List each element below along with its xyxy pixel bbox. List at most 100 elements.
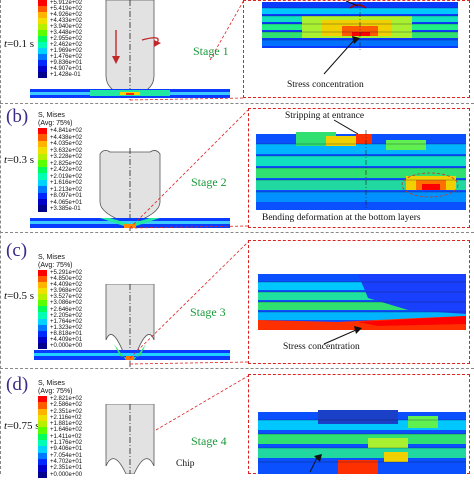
- legend-value: +2.462e+02: [50, 42, 83, 48]
- annotation-label: Stripping at entrance: [285, 111, 365, 121]
- legend-value: +3.940e+02: [50, 24, 83, 30]
- legend-color-swatch: [38, 421, 47, 428]
- legend-color-swatch: [38, 414, 47, 422]
- legend-color-swatch: [38, 186, 47, 193]
- zoom-box: [243, 0, 470, 98]
- legend-color-swatch: [38, 402, 47, 409]
- arrow: [345, 0, 359, 7]
- legend-color-swatch: [38, 147, 47, 154]
- legend-values: +5.912e+02 +5.419e+02 +4.926e+02 +4.433e+02…: [50, 0, 82, 78]
- zoom-connector-lines: [129, 0, 245, 101]
- time-prefix: t: [4, 420, 8, 432]
- legend-value: +2.019e+02: [50, 173, 83, 180]
- legend-color-swatch: [38, 288, 47, 295]
- legend-value: +4.065e+01: [50, 199, 83, 206]
- legend-color-swatch: [38, 342, 47, 349]
- annotation-label: Bending deformation at the bottom layers: [262, 213, 421, 223]
- legend-value: +4.926e+02: [50, 12, 83, 18]
- legend-color-swatch: [38, 427, 47, 434]
- annotation-arrow: [333, 119, 359, 135]
- panel-letter: (c): [6, 240, 28, 261]
- legend-value: +4.907e+01: [50, 66, 83, 72]
- legend-value: +9.406e+01: [50, 446, 83, 453]
- legend-value: +1.616e+02: [50, 180, 83, 186]
- legend-title-line-2: (Avg: 75%): [38, 262, 73, 269]
- legend-color-swatch: [38, 128, 47, 135]
- legend-color-swatch: [38, 166, 47, 174]
- legend-value: +4.035e+02: [50, 141, 83, 147]
- legend-value: +9.836e+01: [50, 60, 83, 66]
- time-label: t=0.1 s: [4, 38, 34, 50]
- legend-value: +4.409e+02: [50, 282, 83, 289]
- annotation-label: Stress concentration: [283, 342, 360, 352]
- annotation-arrow: [323, 36, 360, 75]
- legend-value: +2.351e+02: [50, 408, 83, 415]
- annotation-label: Chip: [176, 459, 195, 469]
- legend-value: +1.764e+02: [50, 318, 83, 325]
- legend-color-swatch: [38, 336, 47, 343]
- time-value: =0.3 s: [7, 154, 35, 166]
- legend-value: +8.818e+01: [50, 330, 83, 337]
- panel-separator: [0, 232, 474, 233]
- tool-simulation: [30, 0, 230, 100]
- legend-color-swatch: [38, 36, 47, 42]
- legend-color-swatch: [38, 446, 47, 453]
- legend-value: +2.646e+02: [50, 306, 83, 313]
- legend-color-swatch: [38, 66, 47, 72]
- legend-value: +2.422e+02: [50, 167, 83, 173]
- legend-color-swatch: [38, 24, 47, 30]
- legend-value: +3.632e+02: [50, 147, 83, 154]
- legend-color-bar: [38, 270, 47, 349]
- legend-value: +4.702e+01: [50, 458, 83, 465]
- legend-title-line-2: (Avg: 75%): [38, 120, 73, 127]
- legend-color-swatch: [38, 0, 47, 6]
- legend-color-swatch: [38, 48, 47, 54]
- legend-color-swatch: [38, 30, 47, 36]
- legend-value: +4.841e+02: [50, 128, 83, 134]
- stage-label: Stage 3: [190, 305, 226, 319]
- legend-value: +3.448e+02: [50, 30, 83, 36]
- stage-label: Stage 4: [191, 434, 227, 448]
- legend-value: +4.438e+02: [50, 134, 83, 141]
- zoom-connector-lines: [129, 241, 249, 365]
- time-value: =0.1 s: [7, 38, 35, 50]
- legend-color-swatch: [38, 54, 47, 60]
- time-label: t=0.5 s: [4, 290, 34, 302]
- zoomed-layer-plot: [258, 274, 466, 330]
- legend-color-swatch: [38, 18, 47, 24]
- zoom-connector-lines: [155, 375, 249, 431]
- legend-color-swatch: [38, 282, 47, 289]
- legend-title-line-1: S, Mises: [38, 380, 65, 387]
- legend-value: +4.409e+01: [50, 337, 83, 344]
- legend-values: +5.291e+02 +4.850e+02 +4.409e+02 +3.968e+02…: [50, 270, 82, 349]
- legend-color-swatch: [38, 318, 47, 325]
- tool-simulation: [34, 284, 230, 368]
- tool-simulation: [30, 148, 230, 232]
- left-dashed-border: [0, 0, 3, 474]
- legend-value: +7.054e+01: [50, 452, 83, 459]
- stage-label: Stage 1: [193, 44, 229, 58]
- legend-value: +1.881e+02: [50, 421, 83, 428]
- time-prefix: t: [4, 154, 8, 166]
- legend-value: +3.527e+02: [50, 294, 83, 301]
- legend-color-swatch: [38, 192, 47, 199]
- legend-value: +1.969e+02: [50, 48, 83, 54]
- legend-value: +3.086e+02: [50, 300, 83, 307]
- legend-color-swatch: [38, 452, 47, 459]
- legend-color-swatch: [38, 42, 47, 48]
- legend-color-swatch: [38, 324, 47, 331]
- legend-value: +1.323e+02: [50, 324, 83, 331]
- legend-title-line-1: S, Mises: [38, 254, 65, 261]
- zoom-box: [248, 108, 470, 228]
- legend-value: +1.213e+02: [50, 186, 83, 193]
- legend-values: +4.841e+02 +4.438e+02 +4.035e+02 +3.632e+02…: [50, 128, 82, 213]
- legend-value: +1.476e+02: [50, 54, 83, 60]
- time-prefix: t: [4, 38, 8, 50]
- panel-letter: (d): [6, 374, 29, 395]
- legend-value: +8.097e+01: [50, 193, 83, 199]
- zoomed-layer-plot: [256, 130, 466, 210]
- legend-color-swatch: [38, 179, 47, 187]
- legend-value: +1.411e+02: [50, 433, 82, 440]
- time-label: t=0.75 s: [4, 420, 40, 432]
- panel-separator: [0, 368, 474, 369]
